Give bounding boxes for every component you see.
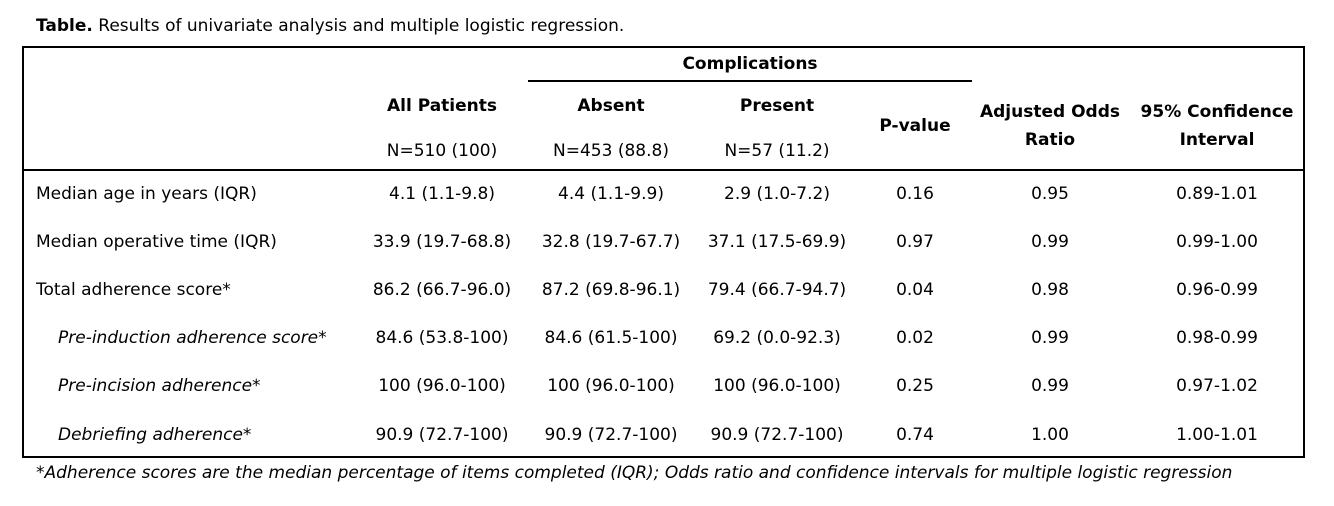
cell-all-patients: 90.9 (72.7-100) (375, 425, 509, 445)
cell-all-patients: 86.2 (66.7-96.0) (372, 280, 512, 300)
cell-ci: 0.97-1.02 (1176, 376, 1258, 396)
row-label: Pre-induction adherence score* (58, 328, 327, 348)
cell-aor: 0.98 (1031, 280, 1069, 300)
cell-ci: 0.89-1.01 (1176, 184, 1258, 204)
cell-present: 100 (96.0-100) (713, 376, 841, 396)
cell-present: 69.2 (0.0-92.3) (713, 328, 841, 348)
cell-present: 90.9 (72.7-100) (710, 425, 844, 445)
row-label: Pre-incision adherence* (58, 376, 261, 396)
table-caption: Table. Results of univariate analysis an… (36, 16, 624, 36)
cell-ci: 0.96-0.99 (1176, 280, 1258, 300)
cell-all-patients: 4.1 (1.1-9.8) (389, 184, 495, 204)
row-label: Median age in years (IQR) (36, 184, 257, 204)
header-aor-line2: Ratio (1024, 130, 1076, 150)
header-ci-line1: 95% Confidence (1140, 102, 1294, 122)
cell-aor: 0.99 (1031, 376, 1069, 396)
cell-present: 37.1 (17.5-69.9) (707, 232, 847, 252)
cell-p-value: 0.16 (896, 184, 934, 204)
cell-aor: 0.99 (1031, 328, 1069, 348)
cell-aor: 1.00 (1031, 425, 1069, 445)
cell-p-value: 0.04 (896, 280, 934, 300)
header-present-n: N=57 (11.2) (724, 141, 830, 161)
cell-p-value: 0.97 (896, 232, 934, 252)
header-absent: Absent (577, 96, 645, 116)
cell-ci: 0.99-1.00 (1176, 232, 1258, 252)
cell-p-value: 0.25 (896, 376, 934, 396)
cell-absent: 100 (96.0-100) (547, 376, 675, 396)
header-bottom-rule (22, 169, 1305, 171)
cell-present: 79.4 (66.7-94.7) (707, 280, 847, 300)
header-aor-line1: Adjusted Odds (979, 102, 1121, 122)
cell-absent: 90.9 (72.7-100) (544, 425, 678, 445)
cell-absent: 4.4 (1.1-9.9) (558, 184, 664, 204)
cell-absent: 32.8 (19.7-67.7) (541, 232, 681, 252)
header-absent-n: N=453 (88.8) (553, 141, 669, 161)
cell-all-patients: 100 (96.0-100) (378, 376, 506, 396)
cell-p-value: 0.74 (896, 425, 934, 445)
row-label: Total adherence score* (36, 280, 231, 300)
cell-present: 2.9 (1.0-7.2) (724, 184, 830, 204)
header-ci-line2: Interval (1179, 130, 1255, 150)
cell-absent: 84.6 (61.5-100) (544, 328, 678, 348)
complications-rule (528, 80, 972, 82)
header-complications: Complications (682, 54, 818, 74)
cell-aor: 0.99 (1031, 232, 1069, 252)
cell-all-patients: 84.6 (53.8-100) (375, 328, 509, 348)
header-all-patients: All Patients (386, 96, 498, 116)
caption-label: Table. (36, 16, 93, 36)
header-all-patients-n: N=510 (100) (386, 141, 498, 161)
caption-text: Results of univariate analysis and multi… (92, 16, 625, 36)
cell-aor: 0.95 (1031, 184, 1069, 204)
header-p-value: P-value (879, 116, 951, 136)
cell-ci: 0.98-0.99 (1176, 328, 1258, 348)
cell-absent: 87.2 (69.8-96.1) (541, 280, 681, 300)
cell-p-value: 0.02 (896, 328, 934, 348)
cell-ci: 1.00-1.01 (1176, 425, 1258, 445)
row-label: Median operative time (IQR) (36, 232, 277, 252)
table-footnote: *Adherence scores are the median percent… (36, 463, 1233, 483)
header-present: Present (739, 96, 815, 116)
row-label: Debriefing adherence* (58, 425, 252, 445)
results-table (22, 46, 1305, 458)
cell-all-patients: 33.9 (19.7-68.8) (372, 232, 512, 252)
